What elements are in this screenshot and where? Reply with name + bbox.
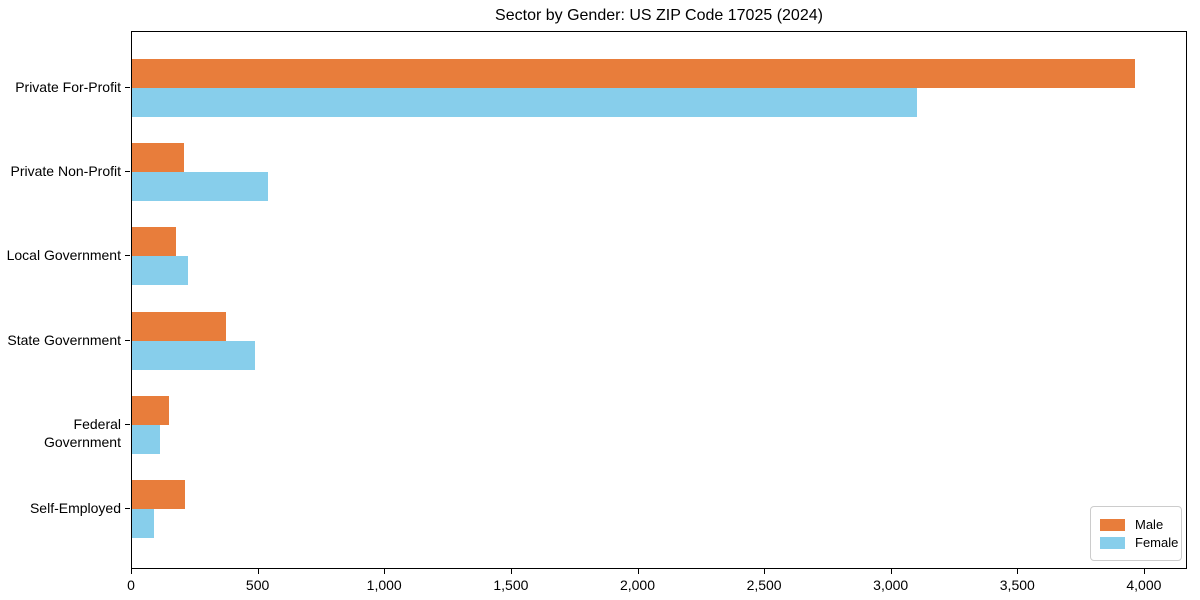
y-tick-mark [125, 255, 130, 257]
y-tick-label: Self-Employed [29, 500, 121, 516]
bar-female-local-government [132, 256, 188, 286]
y-tick-mark [125, 339, 130, 341]
x-tick-mark [257, 569, 259, 574]
legend: Male Female [1090, 506, 1182, 561]
x-tick-label: 3,000 [873, 577, 909, 593]
bar-male-local-government [132, 227, 177, 257]
bar-female-federal-government [132, 424, 160, 454]
y-tick-mark [125, 423, 130, 425]
x-tick-mark [131, 569, 132, 574]
x-tick-mark [510, 569, 512, 574]
bar-female-self-employed [132, 509, 154, 538]
bar-male-state-government [132, 311, 226, 341]
y-tick-label: Private Non-Profit [10, 163, 121, 180]
x-tick-label: 1,500 [493, 577, 529, 593]
y-tick-label: State Government [7, 331, 121, 348]
x-tick-label: 0 [127, 577, 135, 593]
x-tick-mark [890, 569, 892, 574]
chart-title: Sector by Gender: US ZIP Code 17025 (202… [495, 7, 823, 24]
legend-item-male: Male [1100, 517, 1172, 532]
x-tick-label: 2,000 [619, 577, 656, 593]
legend-label-female: Female [1135, 535, 1179, 550]
bar-male-federal-government [132, 395, 169, 425]
legend-item-female: Female [1100, 535, 1178, 550]
legend-label-male: Male [1135, 517, 1164, 532]
x-tick-label: 1,000 [366, 577, 402, 593]
y-tick-label: Federal Government [43, 415, 121, 450]
x-tick-mark [637, 569, 639, 574]
bar-female-state-government [132, 340, 255, 370]
x-tick-label: 3,500 [999, 577, 1035, 593]
x-tick-mark [1017, 569, 1019, 574]
plot-area [131, 31, 1187, 569]
x-tick-label: 2,500 [746, 577, 782, 593]
male-series-swatch [1100, 518, 1125, 531]
x-tick-mark [1143, 569, 1145, 574]
bar-male-self-employed [132, 480, 186, 509]
x-tick-mark [764, 569, 766, 574]
y-tick-label: Local Government [6, 247, 121, 264]
y-tick-mark [125, 87, 130, 88]
y-tick-mark [125, 508, 130, 509]
bar-female-private-non-profit [132, 172, 268, 202]
y-tick-mark [125, 171, 130, 173]
bar-male-private-for-profit [132, 59, 1135, 88]
x-tick-label: 4,000 [1126, 577, 1162, 593]
bar-female-private-for-profit [132, 88, 917, 117]
x-tick-mark [384, 569, 386, 574]
x-tick-label: 500 [245, 577, 270, 593]
y-tick-label: Private For-Profit [15, 79, 121, 95]
bar-male-private-non-profit [132, 143, 184, 173]
female-series-swatch [1100, 536, 1125, 549]
